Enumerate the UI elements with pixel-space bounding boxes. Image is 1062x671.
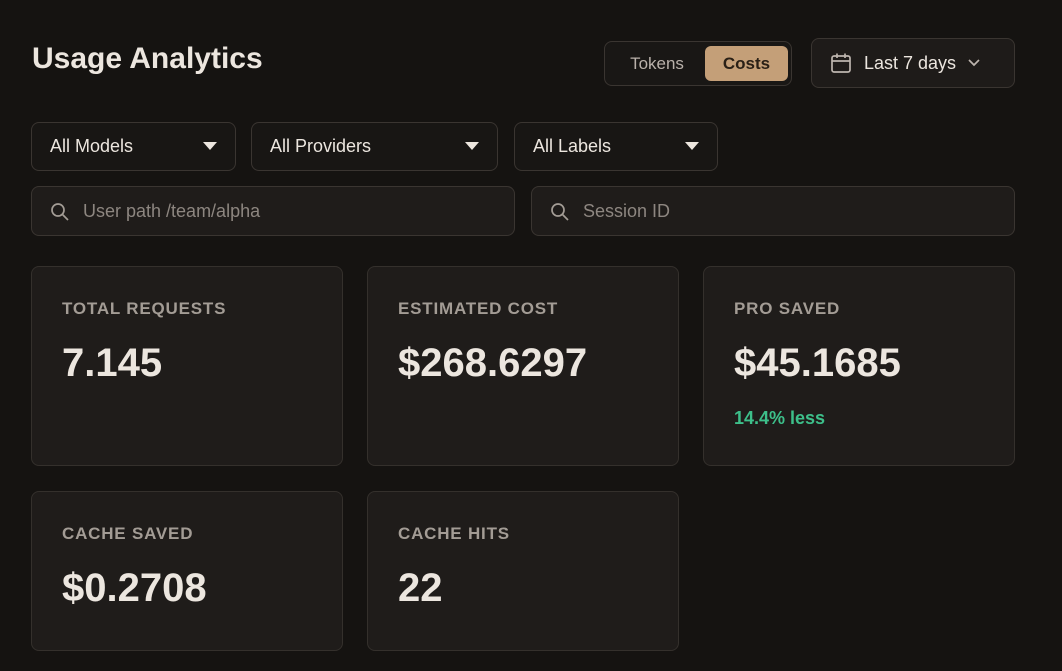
stat-label: CACHE SAVED (62, 524, 194, 543)
dropdown-label: All Models (50, 136, 134, 156)
stat-card: PRO SAVED $45.1685 14.4% less (703, 266, 1015, 466)
search-icon (51, 203, 69, 221)
dropdown-label: All Labels (533, 136, 612, 156)
stat-value: $45.1685 (734, 341, 901, 385)
stat-label: PRO SAVED (734, 299, 841, 318)
search-input[interactable]: Session ID (531, 186, 1015, 236)
stat-label: ESTIMATED COST (398, 299, 559, 318)
stat-label: TOTAL REQUESTS (62, 299, 227, 318)
dropdown[interactable]: All Providers (251, 122, 498, 171)
stat-value: $268.6297 (398, 341, 588, 385)
caret (465, 142, 479, 150)
page-title: Usage Analytics (32, 42, 263, 75)
date-range: Last 7 days (864, 52, 957, 73)
dropdown-label: All Providers (270, 136, 372, 156)
toggle-option-active[interactable]: Costs (705, 46, 788, 81)
stat-card: TOTAL REQUESTS 7.145 (31, 266, 343, 466)
stat-card: CACHE HITS 22 (367, 491, 679, 651)
stat-label: CACHE HITS (398, 524, 510, 543)
search-input[interactable]: User path /team/alpha (31, 186, 515, 236)
stat-value: 22 (398, 566, 443, 610)
date-picker[interactable]: Last 7 days (811, 38, 1015, 88)
calendar-icon (831, 53, 851, 73)
chevron (968, 59, 980, 67)
search-icon (551, 203, 569, 221)
stat-value: $0.2708 (62, 566, 207, 610)
stat-card: CACHE SAVED $0.2708 (31, 491, 343, 651)
stat-value: 7.145 (62, 341, 163, 385)
view-toggle: Tokens Costs (604, 41, 792, 86)
placeholder: User path /team/alpha (83, 201, 261, 221)
dropdown[interactable]: All Models (31, 122, 236, 171)
placeholder: Session ID (583, 201, 671, 221)
stat-note: 14.4% less (734, 408, 826, 428)
toggle-option[interactable]: Tokens (630, 54, 684, 73)
caret (203, 142, 217, 150)
caret (685, 142, 699, 150)
stat-card: ESTIMATED COST $268.6297 (367, 266, 679, 466)
dropdown[interactable]: All Labels (514, 122, 718, 171)
